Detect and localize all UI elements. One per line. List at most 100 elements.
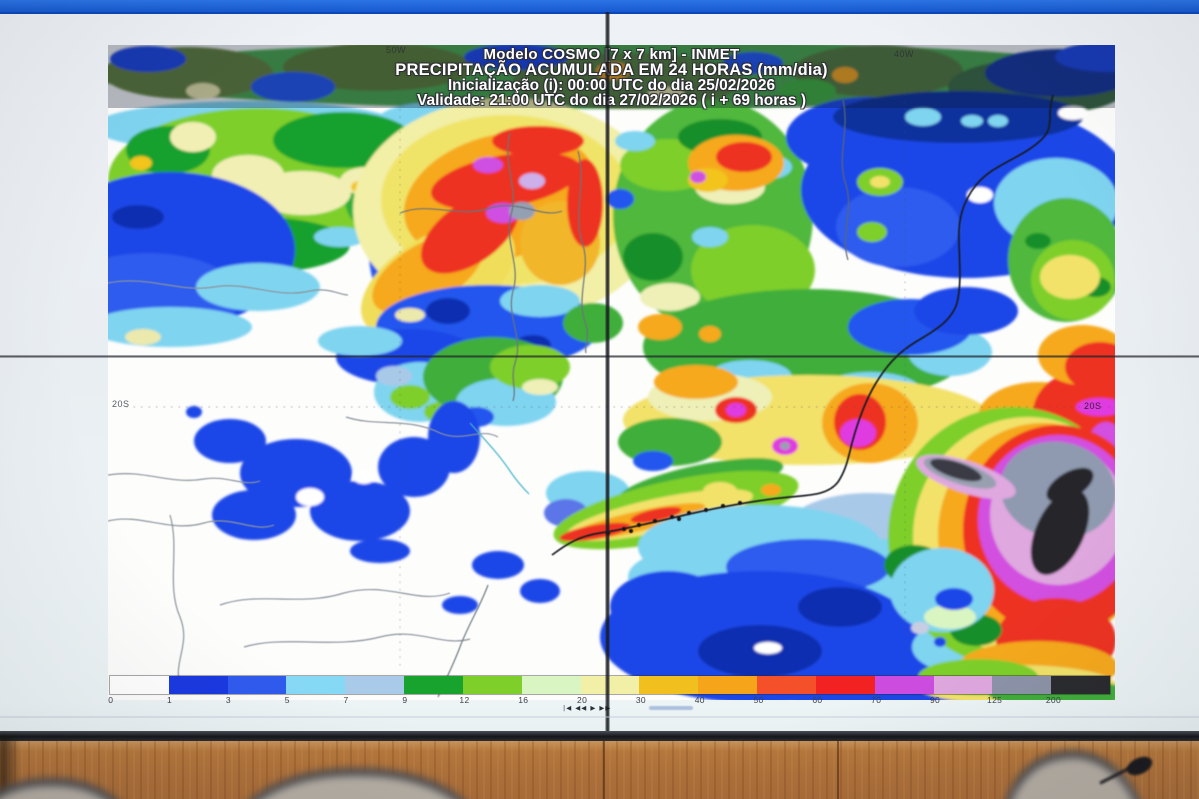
- precip-blob: [296, 488, 324, 506]
- island-dot: [703, 507, 709, 513]
- precip-blob: [911, 622, 929, 634]
- animation-transport-controls[interactable]: |◀ ◀◀ ▶ ▶▶: [563, 701, 611, 715]
- chair-back-left: [0, 778, 144, 799]
- precip-blob: [1046, 467, 1094, 503]
- precip-blob: [522, 379, 558, 395]
- precip-blob: [726, 403, 746, 417]
- precip-blob: [390, 385, 430, 409]
- precip-blob: [283, 45, 473, 91]
- precip-blob: [350, 539, 410, 563]
- colorbar-tick-labels: 0 1 3 5 7 9 12 16 20 30 40 50 60 70 90 125 200: [108, 695, 1110, 707]
- precip-blob: [703, 482, 737, 500]
- coastline: [551, 94, 1054, 556]
- island-dot: [676, 516, 682, 522]
- precip-blob: [699, 326, 721, 342]
- colorbar-tick-label: 16: [518, 695, 529, 705]
- precip-blob: [563, 303, 623, 343]
- precip-blob: [125, 329, 161, 345]
- wood-joint: [837, 741, 839, 799]
- colorbar-segment: [874, 676, 934, 694]
- precip-blob: [836, 187, 960, 267]
- precip-blob: [610, 571, 726, 643]
- state-border-line: [243, 633, 471, 648]
- precip-blob: [492, 126, 584, 156]
- precip-blob: [353, 470, 375, 484]
- map-title-model: Modelo COSMO [7 x 7 km] - INMET: [483, 46, 740, 63]
- colorbar-segment: [286, 676, 346, 694]
- colorbar-segment: [698, 676, 758, 694]
- screen-bottom-edge: [0, 731, 1199, 741]
- precip-blob: [832, 67, 858, 83]
- colorbar-segment: [404, 676, 463, 694]
- precip-blob: [690, 171, 706, 183]
- colorbar-tick-label: 1: [167, 695, 173, 705]
- precip-blob: [914, 287, 1018, 335]
- precip-blob: [798, 587, 882, 627]
- colorbar-tick-label: 3: [225, 695, 231, 705]
- precip-blob: [473, 157, 503, 173]
- state-border-line: [577, 150, 589, 354]
- colorbar-segment: [227, 676, 287, 694]
- island-dot: [737, 500, 743, 506]
- precip-blob: [519, 173, 545, 189]
- precipitation-field: [108, 45, 1115, 700]
- precip-blob: [988, 115, 1008, 127]
- state-border-line: [219, 588, 451, 606]
- lon-label-40w: 40W: [894, 49, 915, 59]
- precipitation-colorbar: [109, 675, 1111, 695]
- island-dot: [669, 514, 675, 520]
- precip-blob: [1040, 255, 1100, 299]
- precip-blob: [130, 156, 152, 170]
- precip-blob: [623, 233, 683, 281]
- colorbar-segment: [1051, 676, 1111, 694]
- precip-blob: [426, 298, 470, 324]
- precip-blob: [961, 115, 983, 127]
- colorbar-tick-label: 20: [577, 695, 588, 705]
- colorbar-segment: [521, 676, 581, 694]
- precip-blob: [723, 52, 783, 74]
- precip-blob: [857, 222, 887, 242]
- precip-blob: [1055, 45, 1115, 72]
- precip-blob: [318, 326, 402, 356]
- precip-blob: [935, 588, 973, 610]
- lon-label-50w: 50W: [386, 45, 407, 55]
- colorbar-segment: [992, 676, 1052, 694]
- precip-blob: [716, 142, 772, 172]
- precip-blob: [647, 87, 685, 103]
- precip-blob: [240, 439, 352, 507]
- island-dot: [628, 528, 634, 534]
- precip-blob: [513, 53, 743, 109]
- wood-joint: [603, 741, 605, 799]
- precip-blob: [967, 187, 993, 203]
- state-border-line: [399, 205, 563, 214]
- precip-blob: [428, 401, 480, 473]
- colorbar-segment: [580, 676, 640, 694]
- precip-blob: [905, 108, 941, 126]
- precip-blob: [870, 176, 890, 188]
- precip-blob: [654, 365, 738, 399]
- precip-blob: [780, 79, 836, 103]
- map-title-variable: PRECIPITAÇÃO ACUMULADA EM 24 HORAS (mm/d…: [395, 61, 828, 79]
- precip-blob: [633, 451, 673, 471]
- precip-blob: [793, 45, 963, 97]
- colorbar-tick-label: 70: [871, 695, 882, 705]
- lat-label-20s-right: 20S: [1084, 401, 1102, 411]
- precip-blob: [1065, 342, 1115, 392]
- playback-buttons-icon[interactable]: |◀ ◀◀ ▶ ▶▶: [563, 704, 612, 712]
- precip-blob: [1076, 398, 1115, 416]
- precip-blob: [1058, 106, 1088, 120]
- precip-blob: [934, 637, 946, 647]
- colorbar-tick-label: 5: [284, 695, 290, 705]
- state-border-line: [507, 132, 519, 402]
- colorbar-tick-label: 0: [108, 695, 114, 705]
- precip-blob: [194, 419, 266, 463]
- colorbar-segment: [815, 676, 875, 694]
- island-dot: [636, 522, 642, 528]
- colorbar-tick-label: 200: [1045, 695, 1061, 705]
- state-border-line: [108, 518, 275, 528]
- state-border-line: [169, 514, 185, 692]
- screen-bottom-glow: [0, 716, 1199, 718]
- state-border-line: [108, 280, 349, 296]
- chair-back-center: [226, 768, 488, 799]
